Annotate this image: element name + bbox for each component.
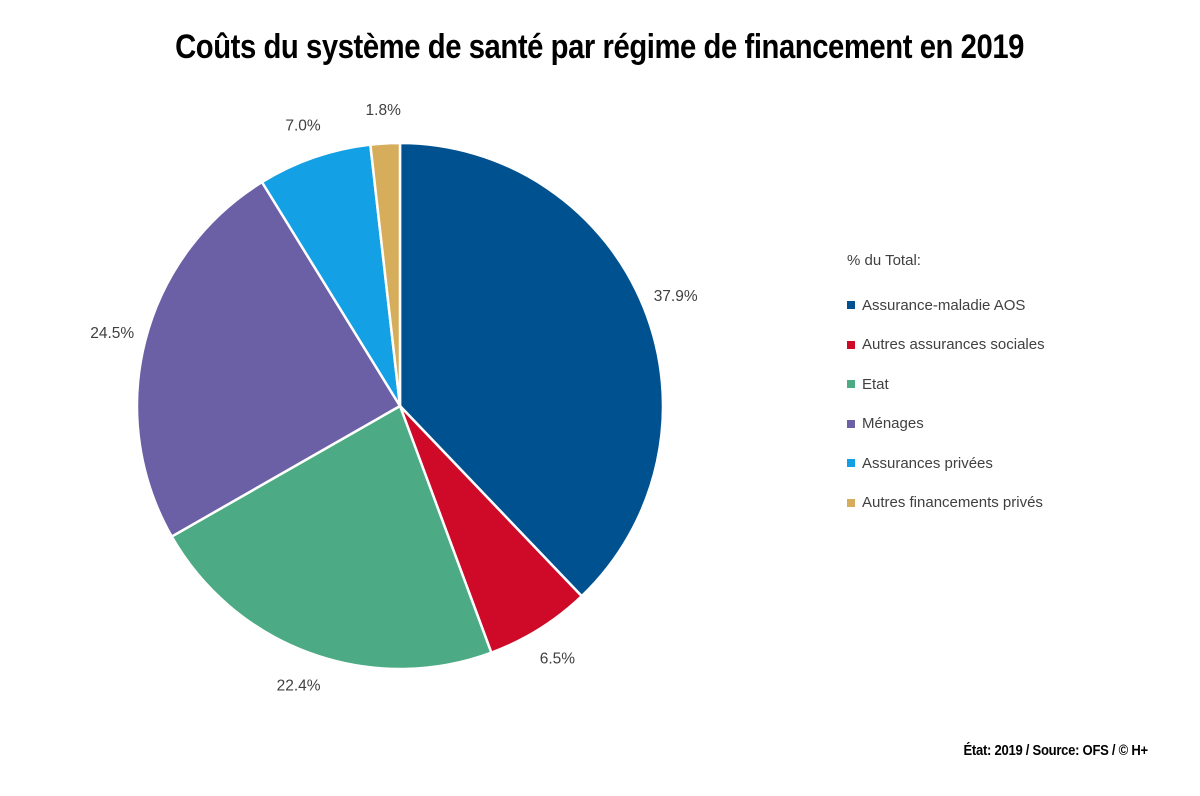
chart-title: Coûts du système de santé par régime de … bbox=[175, 28, 1025, 66]
legend-item-label: Autres assurances sociales bbox=[862, 336, 1045, 353]
legend-item-autres-financements-prives[interactable]: Autres financements privés bbox=[847, 494, 1177, 512]
legend-swatch-icon bbox=[847, 340, 855, 349]
pie-slice-label-menages: 24.5% bbox=[90, 325, 134, 342]
pie-slice-label-autres-financements-prives: 1.8% bbox=[366, 102, 402, 119]
legend-item-label: Assurance-maladie AOS bbox=[862, 296, 1026, 314]
legend-title: % du Total: bbox=[847, 252, 921, 269]
pie-slice-label-autres-assurances-sociales: 6.5% bbox=[540, 650, 576, 667]
chart-title-container: Coûts du système de santé par régime de … bbox=[0, 28, 1200, 67]
pie-slice-etat[interactable] bbox=[170, 404, 493, 671]
pie-slice-label-assurance-maladie-aos: 37.9% bbox=[654, 288, 698, 305]
pie-slice-autres-financements-prives[interactable] bbox=[369, 141, 402, 408]
legend-item-label: Autres financements privés bbox=[862, 494, 1043, 511]
legend-item-assurance-maladie-aos[interactable]: Assurance-maladie AOS bbox=[847, 296, 1177, 314]
pie-slice-menages[interactable] bbox=[135, 180, 402, 538]
legend: % du Total: Assurance-maladie AOS Autres … bbox=[847, 252, 1177, 533]
legend-swatch-icon bbox=[847, 419, 855, 428]
legend-swatch-icon bbox=[847, 380, 855, 388]
legend-swatch-icon bbox=[847, 459, 855, 467]
pie-slice-assurance-maladie-aos[interactable] bbox=[398, 141, 665, 598]
source-note-container: État: 2019 / Source: OFS / © H+ bbox=[943, 742, 1149, 760]
pie-labels-group: 37.9% 6.5% 22.4% 24.5% 7.0% 1.8% bbox=[90, 102, 698, 695]
legend-item-etat[interactable]: Etat bbox=[847, 375, 1177, 393]
pie-slice-label-etat: 22.4% bbox=[277, 678, 321, 695]
pie-slice-label-assurances-privees: 7.0% bbox=[285, 118, 321, 135]
legend-item-assurances-privees[interactable]: Assurances privées bbox=[847, 454, 1177, 472]
legend-item-menages[interactable]: Ménages bbox=[847, 415, 1177, 433]
legend-item-label: Assurances privées bbox=[862, 454, 993, 472]
pie-slice-assurances-privees[interactable] bbox=[260, 143, 402, 408]
legend-swatch-icon bbox=[847, 301, 855, 309]
legend-items: Assurance-maladie AOS Autres assurances s… bbox=[847, 296, 1177, 512]
source-note: État: 2019 / Source: OFS / © H+ bbox=[963, 743, 1149, 759]
legend-item-label: Ménages bbox=[862, 415, 924, 432]
pie-slices-group bbox=[135, 141, 665, 671]
legend-item-label: Etat bbox=[862, 375, 889, 393]
legend-item-autres-assurances-sociales[interactable]: Autres assurances sociales bbox=[847, 336, 1177, 354]
legend-swatch-icon bbox=[847, 498, 855, 507]
